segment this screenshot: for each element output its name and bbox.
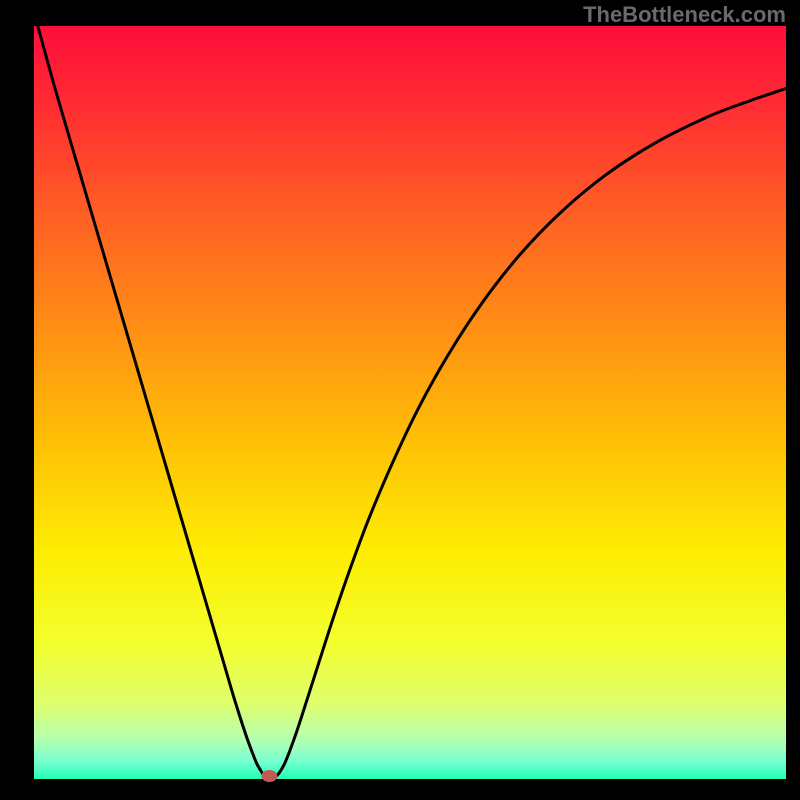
outer-frame (0, 0, 800, 800)
plot-area (34, 26, 786, 779)
curve-layer (34, 26, 786, 779)
source-watermark: TheBottleneck.com (583, 2, 786, 28)
bottleneck-curve (38, 26, 786, 778)
minimum-marker (261, 770, 277, 782)
